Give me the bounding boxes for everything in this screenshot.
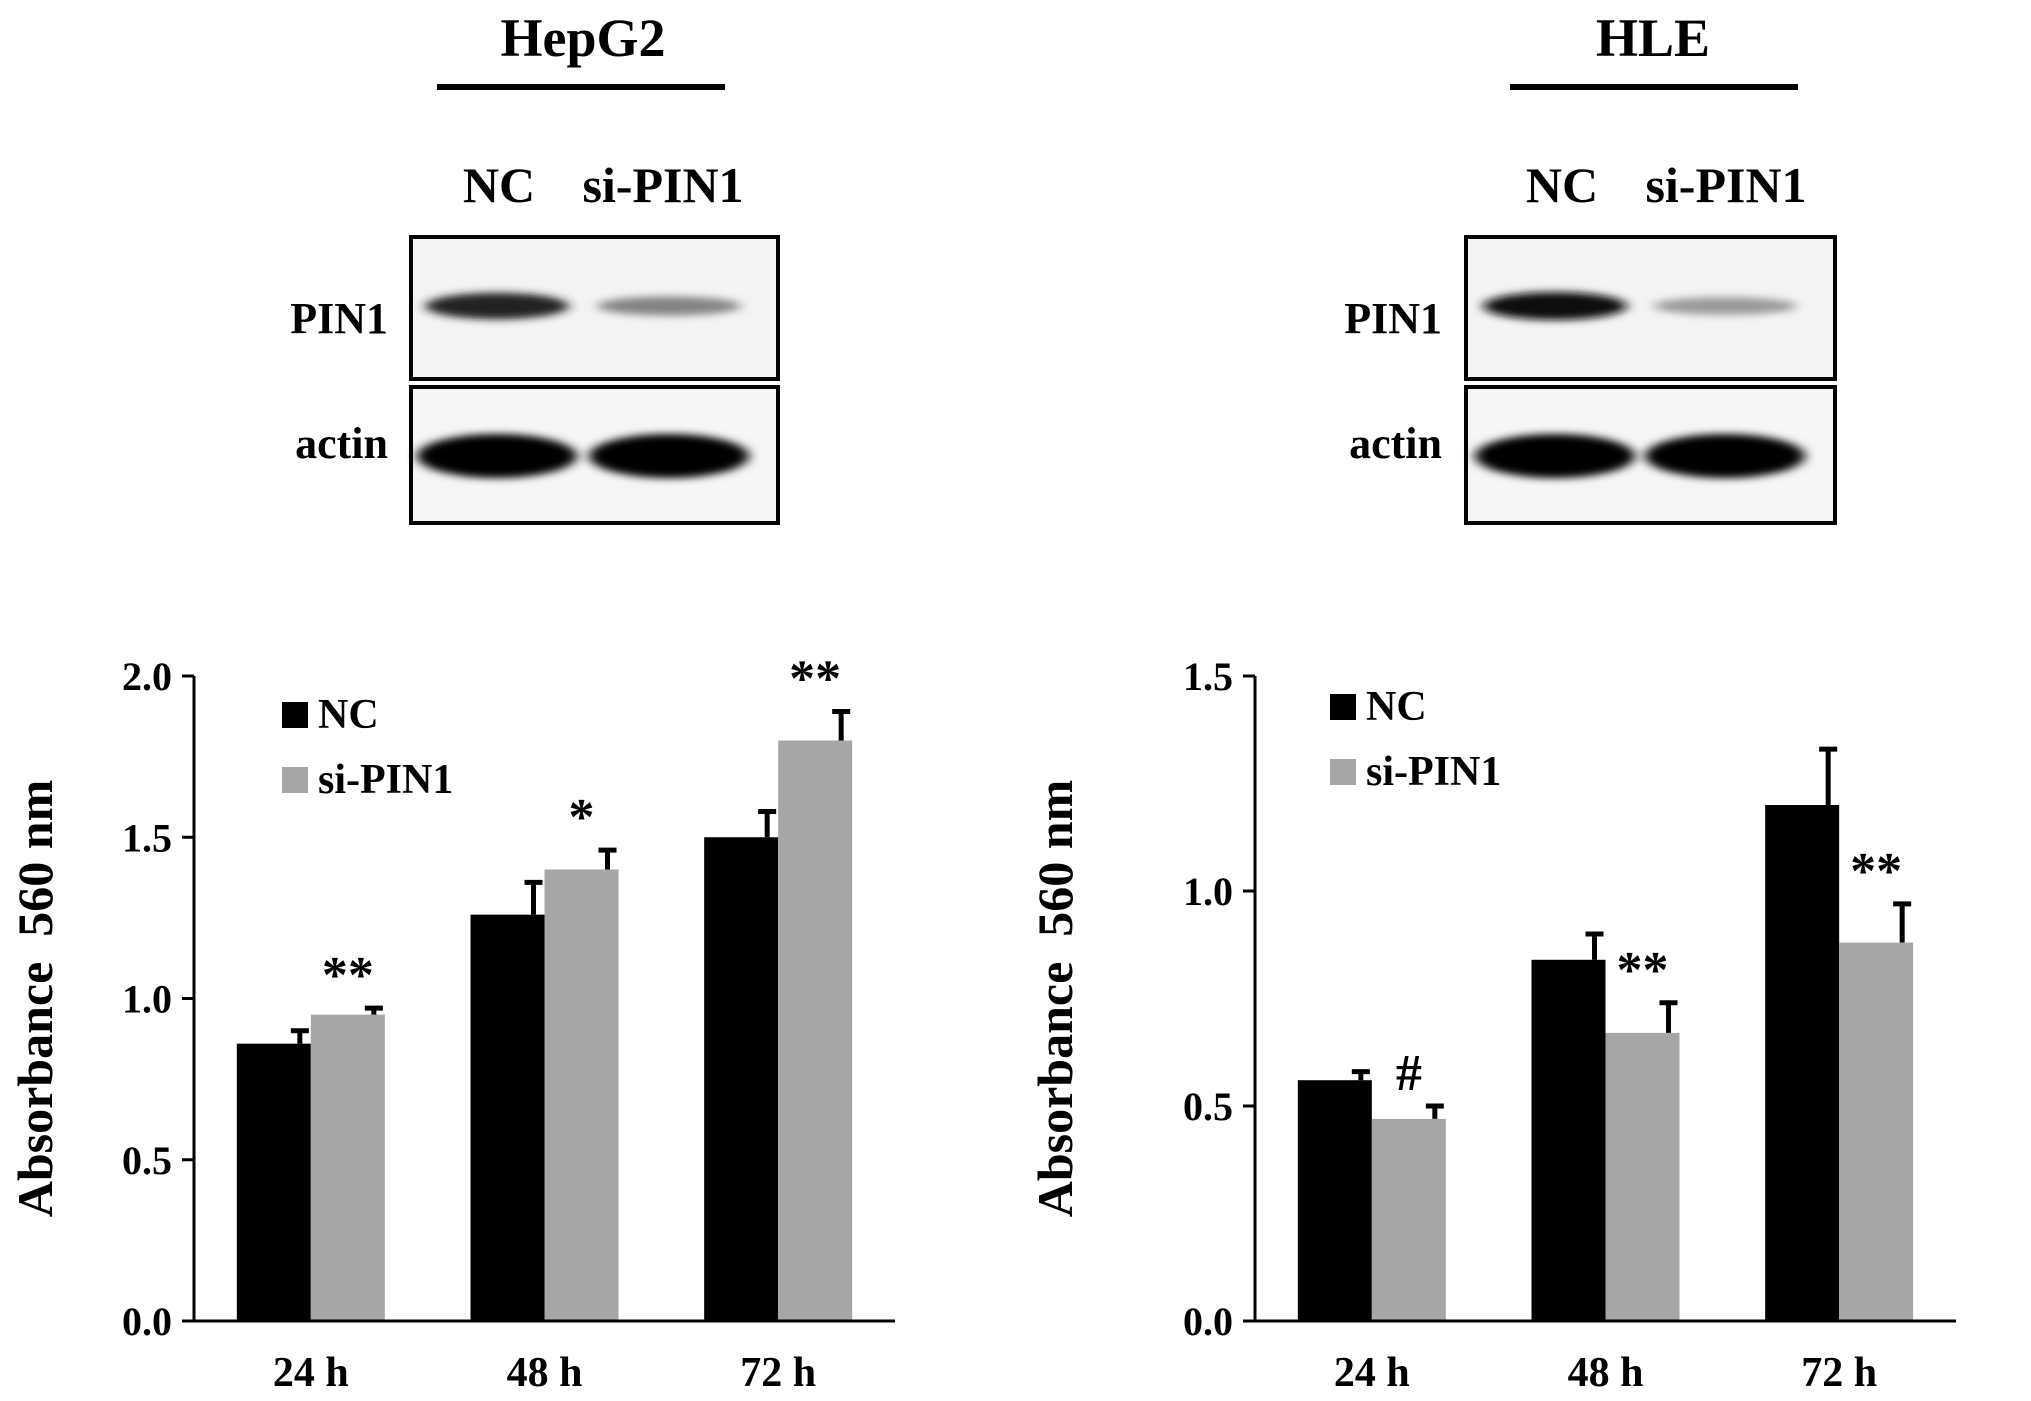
y-tick-label: 1.0 — [1183, 869, 1233, 914]
legend-label: si-PIN1 — [1366, 749, 1501, 795]
legend-swatch-si-pin1 — [282, 767, 308, 793]
x-tick-label: 24 h — [1334, 1350, 1410, 1396]
bar-nc — [1531, 959, 1606, 1321]
x-tick-label: 48 h — [507, 1350, 583, 1396]
x-tick-label: 72 h — [740, 1350, 816, 1396]
band-actin — [589, 434, 749, 478]
lane-label-nc: NC — [463, 157, 535, 213]
band-actin — [417, 434, 577, 478]
significance-annotation: ** — [789, 650, 841, 707]
bar-si-pin1 — [544, 869, 619, 1321]
bar-si-pin1 — [1605, 1032, 1680, 1321]
y-tick-label: 1.0 — [122, 977, 172, 1022]
legend-swatch-nc — [282, 702, 308, 728]
significance-annotation: ** — [1850, 843, 1902, 900]
y-axis-label: Absorbance 560 nm — [1027, 780, 1083, 1218]
y-tick-label: 0.5 — [1183, 1084, 1233, 1129]
band-pin1 — [425, 292, 569, 320]
bar-nc — [470, 914, 545, 1321]
y-tick-label: 1.5 — [122, 815, 172, 860]
bar-chart-hle: 0.0 0.5 1.0 1.5 #24 h ** 48 h ** 72 h Absorbance … — [1027, 654, 1956, 1396]
bar-nc — [1765, 805, 1840, 1321]
x-tick-label: 72 h — [1801, 1350, 1877, 1396]
band-actin — [1475, 434, 1635, 478]
y-tick-label: 0.0 — [1183, 1299, 1233, 1344]
blot-panel-hle: HLE NC si-PIN1 PIN1 actin — [1344, 8, 1837, 525]
band-actin — [1645, 434, 1805, 478]
y-tick-label: 1.5 — [1183, 654, 1233, 699]
x-tick-label: 24 h — [273, 1350, 349, 1396]
blot-row-label-pin1: PIN1 — [290, 294, 388, 343]
y-axis-label: Absorbance 560 nm — [7, 780, 63, 1218]
cell-line-title: HLE — [1596, 8, 1710, 68]
bar-nc — [1297, 1080, 1372, 1321]
legend-label: NC — [1366, 684, 1427, 730]
legend-swatch-nc — [1330, 694, 1356, 720]
significance-annotation: ** — [1617, 942, 1669, 999]
legend-label: NC — [318, 692, 379, 738]
band-pin1 — [1483, 292, 1627, 320]
bar-nc — [236, 1043, 311, 1321]
y-tick-label: 2.0 — [122, 654, 172, 699]
legend-swatch-si-pin1 — [1330, 759, 1356, 785]
bar-nc — [704, 837, 779, 1321]
blot-row-label-actin: actin — [295, 419, 388, 468]
lane-label-si-pin1: si-PIN1 — [582, 157, 743, 213]
bar-si-pin1 — [1371, 1118, 1446, 1321]
bar-si-pin1 — [778, 740, 853, 1321]
lane-label-nc: NC — [1526, 157, 1598, 213]
lane-label-si-pin1: si-PIN1 — [1645, 157, 1806, 213]
blot-panel-hepg2: HepG2 NC si-PIN1 PIN1 actin — [290, 8, 780, 525]
band-pin1 — [1653, 297, 1797, 315]
x-tick-label: 48 h — [1568, 1350, 1644, 1396]
legend-label: si-PIN1 — [318, 757, 453, 803]
significance-annotation: ** — [322, 947, 374, 1004]
significance-annotation: * — [569, 789, 595, 846]
cell-line-title: HepG2 — [500, 8, 665, 68]
blot-row-label-pin1: PIN1 — [1344, 294, 1442, 343]
bar-chart-hepg2: 0.0 0.5 1.0 1.5 2.0 ** 24 h * 48 h ** 72 h Absorban… — [7, 650, 895, 1396]
significance-annotation: # — [1396, 1045, 1422, 1102]
y-tick-label: 0.0 — [122, 1299, 172, 1344]
blot-row-label-actin: actin — [1349, 419, 1442, 468]
bar-si-pin1 — [310, 1014, 385, 1321]
y-tick-label: 0.5 — [122, 1138, 172, 1183]
band-pin1 — [597, 296, 741, 316]
bar-si-pin1 — [1839, 942, 1914, 1321]
